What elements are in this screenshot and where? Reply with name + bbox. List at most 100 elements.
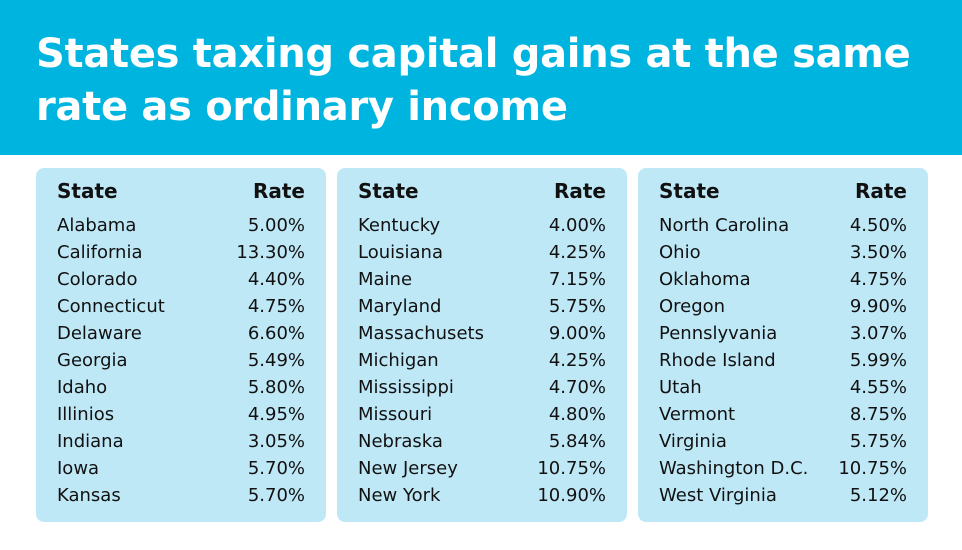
table-row: Massachusets 9.00%	[358, 320, 606, 347]
tax-rate: 5.00%	[247, 215, 305, 236]
table-row: Missouri 4.80%	[358, 401, 606, 428]
table-row: Vermont 8.75%	[659, 401, 907, 428]
tax-rate: 4.25%	[548, 350, 606, 371]
table-panel: State Rate Kentucky 4.00% Louisiana 4.25% Main…	[337, 168, 627, 522]
tax-rate: 4.00%	[548, 215, 606, 236]
header-row: State Rate	[659, 178, 907, 205]
tax-rate: 5.99%	[849, 350, 907, 371]
table-row: Connecticut 4.75%	[57, 293, 305, 320]
state-name: Washington D.C.	[659, 458, 809, 479]
state-name: Illinios	[57, 404, 115, 425]
header-row: State Rate	[358, 178, 606, 205]
table-row: New York 10.90%	[358, 482, 606, 509]
state-name: Mississippi	[358, 377, 454, 398]
state-name: Ohio	[659, 242, 701, 263]
table-row: West Virginia 5.12%	[659, 482, 907, 509]
tax-rate: 4.40%	[247, 269, 305, 290]
state-name: Massachusets	[358, 323, 484, 344]
tax-rate: 5.75%	[849, 431, 907, 452]
state-name: Oklahoma	[659, 269, 751, 290]
table-panel: State Rate Alabama 5.00% California 13.30% Col…	[36, 168, 326, 522]
tax-rate: 4.75%	[849, 269, 907, 290]
column-header: State	[659, 179, 720, 203]
tax-rate: 3.07%	[849, 323, 907, 344]
tax-rate: 9.00%	[548, 323, 606, 344]
tax-rate: 4.70%	[548, 377, 606, 398]
column-header: Rate	[854, 179, 907, 203]
tax-rate: 5.70%	[247, 458, 305, 479]
tax-rate: 13.30%	[236, 242, 305, 263]
state-name: Rhode Island	[659, 350, 776, 371]
tax-rate: 4.95%	[247, 404, 305, 425]
tax-rate: 5.84%	[548, 431, 606, 452]
table-row: California 13.30%	[57, 239, 305, 266]
tax-rate: 6.60%	[247, 323, 305, 344]
table-row: Kansas 5.70%	[57, 482, 305, 509]
table-row: Michigan 4.25%	[358, 347, 606, 374]
state-name: Maine	[358, 269, 413, 290]
table-row: North Carolina 4.50%	[659, 212, 907, 239]
state-name: Utah	[659, 377, 702, 398]
tax-rate: 5.80%	[247, 377, 305, 398]
table-row: New Jersey 10.75%	[358, 455, 606, 482]
table-row: Virginia 5.75%	[659, 428, 907, 455]
table-row: Idaho 5.80%	[57, 374, 305, 401]
state-name: Idaho	[57, 377, 108, 398]
tax-rate: 5.70%	[247, 485, 305, 506]
state-name: Louisiana	[358, 242, 443, 263]
table-row: Iowa 5.70%	[57, 455, 305, 482]
title: States taxing capital gains at the same …	[36, 31, 911, 130]
tax-rate: 4.75%	[247, 296, 305, 317]
column-header: State	[358, 179, 419, 203]
table-row: Alabama 5.00%	[57, 212, 305, 239]
table-panel: State Rate North Carolina 4.50% Ohio 3.50% Okl…	[638, 168, 928, 522]
state-name: Indiana	[57, 431, 124, 452]
state-name: Missouri	[358, 404, 433, 425]
table-row: Ohio 3.50%	[659, 239, 907, 266]
table-row: Oregon 9.90%	[659, 293, 907, 320]
table-row: Louisiana 4.25%	[358, 239, 606, 266]
column-header: Rate	[252, 179, 305, 203]
table-row: Rhode Island 5.99%	[659, 347, 907, 374]
table-row: Maine 7.15%	[358, 266, 606, 293]
state-name: California	[57, 242, 143, 263]
state-name: Vermont	[659, 404, 736, 425]
column-header: State	[57, 179, 118, 203]
tax-rate: 4.80%	[548, 404, 606, 425]
state-name: Maryland	[358, 296, 442, 317]
state-name: Colorado	[57, 269, 138, 290]
tax-rate: 9.90%	[849, 296, 907, 317]
tax-rate: 10.75%	[838, 458, 907, 479]
table-row: Pennslyvania 3.07%	[659, 320, 907, 347]
state-name: Pennslyvania	[659, 323, 778, 344]
tax-rate: 7.15%	[548, 269, 606, 290]
tax-rate: 3.50%	[849, 242, 907, 263]
table-row: Mississippi 4.70%	[358, 374, 606, 401]
state-name: New Jersey	[358, 458, 458, 479]
table-row: Colorado 4.40%	[57, 266, 305, 293]
state-name: Michigan	[358, 350, 439, 371]
table-row: Delaware 6.60%	[57, 320, 305, 347]
tax-rate: 5.49%	[247, 350, 305, 371]
state-name: Georgia	[57, 350, 128, 371]
header-row: State Rate	[57, 178, 305, 205]
table-row: Kentucky 4.00%	[358, 212, 606, 239]
state-name: West Virginia	[659, 485, 777, 506]
state-name: Oregon	[659, 296, 726, 317]
table-row: Illinios 4.95%	[57, 401, 305, 428]
tax-rate: 4.25%	[548, 242, 606, 263]
tax-rate: 10.90%	[537, 485, 606, 506]
table-row: Washington D.C. 10.75%	[659, 455, 907, 482]
state-name: Kentucky	[358, 215, 441, 236]
state-name: Iowa	[57, 458, 100, 479]
tax-rate: 4.50%	[849, 215, 907, 236]
state-name: Connecticut	[57, 296, 165, 317]
table-row: Utah 4.55%	[659, 374, 907, 401]
table-row: Oklahoma 4.75%	[659, 266, 907, 293]
state-name: Nebraska	[358, 431, 443, 452]
tax-rate: 10.75%	[537, 458, 606, 479]
state-name: Delaware	[57, 323, 142, 344]
tax-rate: 5.12%	[849, 485, 907, 506]
column-header: Rate	[553, 179, 606, 203]
